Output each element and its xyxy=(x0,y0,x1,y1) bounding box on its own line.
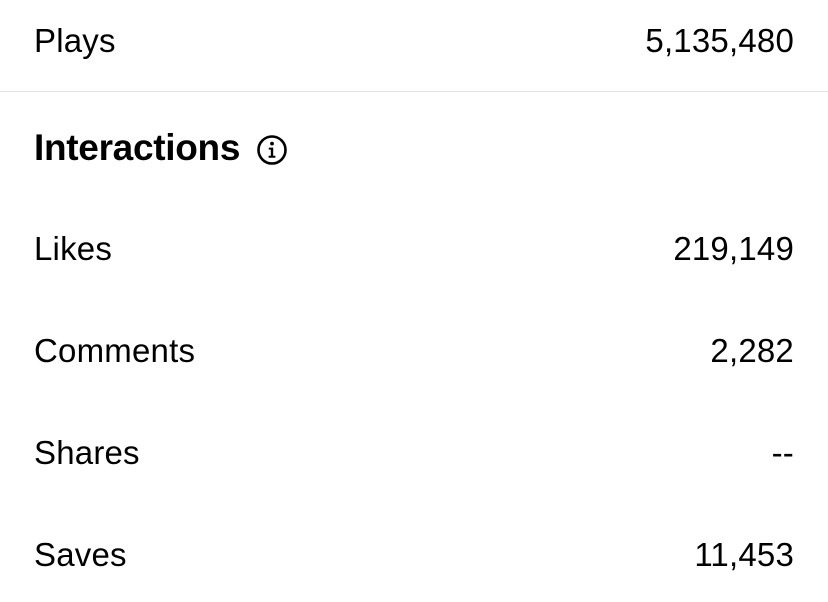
shares-row: Shares -- xyxy=(0,423,828,483)
saves-value: 11,453 xyxy=(694,536,794,573)
saves-row: Saves 11,453 xyxy=(0,525,828,585)
interactions-header: Interactions xyxy=(34,118,288,178)
comments-value: 2,282 xyxy=(710,332,794,369)
section-divider xyxy=(0,91,828,92)
plays-row: Plays 5,135,480 xyxy=(0,11,828,71)
shares-value: -- xyxy=(771,434,794,471)
saves-label: Saves xyxy=(34,536,127,573)
info-icon[interactable] xyxy=(256,134,288,166)
plays-label: Plays xyxy=(34,22,116,59)
likes-value: 219,149 xyxy=(673,230,794,267)
interactions-title: Interactions xyxy=(34,127,241,168)
comments-label: Comments xyxy=(34,332,196,369)
likes-label: Likes xyxy=(34,230,113,267)
comments-row: Comments 2,282 xyxy=(0,321,828,381)
shares-label: Shares xyxy=(34,434,140,471)
plays-value: 5,135,480 xyxy=(645,22,794,59)
likes-row: Likes 219,149 xyxy=(0,219,828,279)
